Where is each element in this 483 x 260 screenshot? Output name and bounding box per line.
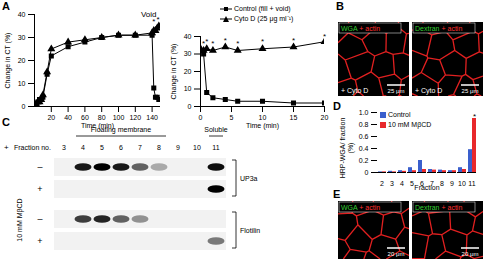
svg-text:40: 40 bbox=[64, 114, 72, 121]
svg-text:+: + bbox=[4, 143, 9, 152]
svg-text:60: 60 bbox=[81, 114, 89, 121]
svg-text:*: * bbox=[211, 39, 214, 48]
svg-text:*: * bbox=[292, 36, 295, 45]
svg-text:20: 20 bbox=[321, 114, 329, 121]
svg-text:–: – bbox=[37, 214, 42, 224]
svg-text:100: 100 bbox=[113, 114, 125, 121]
svg-text:20: 20 bbox=[47, 114, 55, 121]
html-text:Control: Control bbox=[388, 111, 411, 118]
svg-text:+ Cyto D: + Cyto D bbox=[415, 87, 442, 95]
html-text:A: A bbox=[2, 0, 10, 12]
svg-text:10: 10 bbox=[259, 114, 267, 121]
svg-text:6: 6 bbox=[119, 144, 123, 151]
svg-text:0: 0 bbox=[188, 103, 192, 110]
svg-text:0: 0 bbox=[199, 114, 203, 121]
html-text:E: E bbox=[333, 188, 341, 200]
svg-text:5: 5 bbox=[410, 180, 414, 188]
html-text:Control (fill + void): Control (fill + void) bbox=[234, 5, 291, 12]
html-text:HRP-WGA/ fraction (%): HRP-WGA/ fraction (%) bbox=[339, 117, 354, 179]
svg-text:*: * bbox=[224, 36, 227, 45]
svg-text:30: 30 bbox=[184, 50, 192, 57]
svg-text:Dextran + actin: Dextran + actin bbox=[415, 25, 462, 32]
svg-text:+: + bbox=[37, 236, 42, 246]
svg-text:+: + bbox=[37, 184, 42, 194]
svg-text:UP3a: UP3a bbox=[240, 175, 258, 182]
svg-text:20: 20 bbox=[184, 68, 192, 75]
svg-text:0: 0 bbox=[365, 169, 369, 176]
svg-text:Time (min): Time (min) bbox=[246, 122, 279, 130]
svg-text:10 mM MβCD: 10 mM MβCD bbox=[16, 198, 24, 241]
svg-text:120: 120 bbox=[129, 114, 141, 121]
svg-text:20: 20 bbox=[18, 57, 26, 64]
svg-text:Dextran + actin: Dextran + actin bbox=[415, 204, 462, 211]
svg-text:0: 0 bbox=[22, 103, 26, 110]
svg-text:7: 7 bbox=[138, 144, 142, 151]
svg-text:WGA + actin: WGA + actin bbox=[341, 204, 380, 211]
svg-text:*: * bbox=[205, 37, 208, 46]
svg-text:Fraction: Fraction bbox=[414, 184, 439, 191]
svg-text:0.4: 0.4 bbox=[359, 145, 369, 152]
svg-text:3: 3 bbox=[62, 144, 66, 151]
svg-text:+ Cyto D: + Cyto D bbox=[341, 87, 368, 95]
svg-text:0.8: 0.8 bbox=[359, 121, 369, 128]
svg-text:9: 9 bbox=[450, 180, 454, 187]
svg-text:Floating membrane: Floating membrane bbox=[91, 126, 151, 134]
html-text:B: B bbox=[336, 0, 344, 12]
svg-text:9: 9 bbox=[176, 144, 180, 151]
svg-text:15: 15 bbox=[290, 114, 298, 121]
svg-text:0.6: 0.6 bbox=[359, 133, 369, 140]
svg-text:11: 11 bbox=[468, 180, 475, 187]
html-text:C: C bbox=[2, 116, 10, 128]
svg-text:25 μm: 25 μm bbox=[462, 88, 479, 94]
svg-text:80: 80 bbox=[98, 114, 106, 121]
svg-text:25 μm: 25 μm bbox=[388, 88, 405, 94]
svg-text:40: 40 bbox=[18, 11, 26, 18]
svg-text:Fraction no.: Fraction no. bbox=[14, 144, 51, 151]
svg-text:WGA + actin: WGA + actin bbox=[341, 25, 380, 32]
svg-text:40: 40 bbox=[184, 33, 192, 40]
svg-text:8: 8 bbox=[440, 180, 444, 187]
svg-text:2: 2 bbox=[380, 180, 384, 187]
html-text:Cyto D (25 μg ml⁻¹): Cyto D (25 μg ml⁻¹) bbox=[234, 15, 294, 22]
svg-text:*: * bbox=[236, 39, 239, 48]
svg-text:*: * bbox=[152, 17, 155, 26]
svg-text:Void: Void bbox=[141, 10, 157, 20]
svg-text:20 μm: 20 μm bbox=[462, 251, 479, 257]
svg-text:5: 5 bbox=[230, 114, 234, 121]
svg-text:10: 10 bbox=[193, 144, 201, 151]
svg-text:10: 10 bbox=[458, 180, 466, 187]
svg-text:*: * bbox=[473, 112, 476, 121]
html-text:D: D bbox=[333, 100, 341, 112]
svg-text:20 μm: 20 μm bbox=[388, 251, 405, 257]
svg-text:*: * bbox=[323, 32, 326, 41]
svg-text:–: – bbox=[37, 162, 42, 172]
svg-text:*: * bbox=[156, 15, 159, 24]
svg-text:Flotilin: Flotilin bbox=[240, 227, 260, 234]
svg-text:*: * bbox=[261, 37, 264, 46]
svg-text:11: 11 bbox=[212, 144, 219, 151]
svg-text:Change in CT (%): Change in CT (%) bbox=[170, 44, 178, 100]
svg-text:Soluble: Soluble bbox=[204, 126, 227, 133]
svg-text:Change in CT (%): Change in CT (%) bbox=[4, 33, 12, 89]
svg-text:30: 30 bbox=[18, 34, 26, 41]
svg-text:8: 8 bbox=[157, 144, 161, 151]
html-text:10 mM MβCD: 10 mM MβCD bbox=[388, 121, 432, 128]
svg-text:0.2: 0.2 bbox=[359, 157, 369, 164]
svg-text:4: 4 bbox=[400, 180, 404, 187]
svg-text:4: 4 bbox=[81, 144, 85, 151]
svg-text:10: 10 bbox=[18, 80, 26, 87]
svg-text:10: 10 bbox=[184, 85, 192, 92]
svg-text:1.0: 1.0 bbox=[359, 109, 369, 116]
svg-text:140: 140 bbox=[146, 114, 158, 121]
svg-text:3: 3 bbox=[390, 180, 394, 187]
svg-text:5: 5 bbox=[100, 144, 104, 151]
